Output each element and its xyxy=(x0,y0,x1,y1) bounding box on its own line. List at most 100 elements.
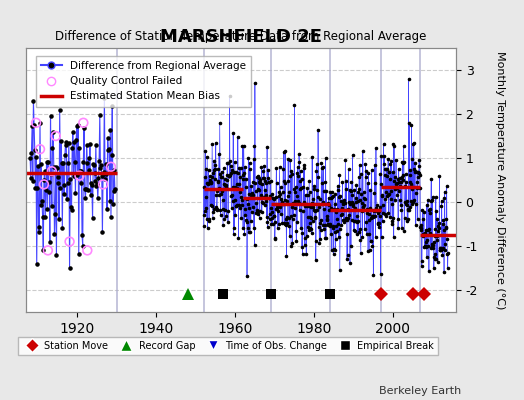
Point xyxy=(326,230,335,237)
Point xyxy=(210,166,218,173)
Point xyxy=(74,122,82,128)
Point xyxy=(397,179,405,185)
Point xyxy=(208,174,216,180)
Point xyxy=(402,201,410,207)
Point xyxy=(410,140,418,146)
Point xyxy=(374,208,383,214)
Point xyxy=(281,220,290,227)
Point xyxy=(260,163,268,169)
Point xyxy=(239,172,247,178)
Point xyxy=(222,177,231,183)
Point xyxy=(250,242,259,248)
Point xyxy=(381,196,389,202)
Point xyxy=(335,234,343,240)
Point xyxy=(383,192,391,199)
Point xyxy=(396,183,404,189)
Point xyxy=(43,159,52,165)
Point xyxy=(378,192,386,199)
Point xyxy=(379,210,387,217)
Point xyxy=(276,164,284,170)
Point xyxy=(348,152,357,158)
Point xyxy=(290,212,298,218)
Point xyxy=(290,102,299,108)
Point xyxy=(273,205,281,211)
Point xyxy=(103,206,111,212)
Point xyxy=(240,231,248,238)
Point xyxy=(438,198,446,204)
Point xyxy=(315,240,324,246)
Point xyxy=(382,166,390,172)
Point xyxy=(367,166,376,173)
Point xyxy=(220,216,228,222)
Point xyxy=(363,210,372,216)
Point xyxy=(276,191,285,198)
Point xyxy=(420,244,429,251)
Point xyxy=(38,214,47,220)
Point xyxy=(246,229,254,236)
Point xyxy=(285,215,293,221)
Point xyxy=(290,204,299,211)
Point xyxy=(95,112,104,118)
Point xyxy=(250,80,259,86)
Point xyxy=(268,215,277,221)
Point xyxy=(342,215,350,221)
Point xyxy=(66,265,74,271)
Point xyxy=(306,214,314,220)
Point xyxy=(111,186,119,192)
Point xyxy=(216,206,225,213)
Point xyxy=(69,128,77,135)
Point xyxy=(54,180,62,186)
Point xyxy=(37,201,45,208)
Point xyxy=(364,170,373,176)
Point xyxy=(212,204,221,210)
Point xyxy=(218,187,226,194)
Point xyxy=(326,194,335,201)
Point xyxy=(425,230,434,236)
Point xyxy=(320,188,328,194)
Point xyxy=(386,214,394,220)
Point xyxy=(61,138,70,145)
Point xyxy=(271,218,279,225)
Point xyxy=(291,184,300,190)
Point xyxy=(336,193,345,199)
Point xyxy=(63,196,71,202)
Point xyxy=(294,199,303,206)
Point xyxy=(341,200,349,206)
Point xyxy=(363,205,372,212)
Point xyxy=(337,198,345,204)
Point xyxy=(286,172,294,179)
Point xyxy=(392,181,400,187)
Point xyxy=(220,165,228,171)
Point xyxy=(33,184,41,191)
Point xyxy=(263,144,271,150)
Point xyxy=(359,204,367,210)
Point xyxy=(442,183,451,190)
Point xyxy=(326,188,334,195)
Point xyxy=(328,194,336,200)
Point xyxy=(436,247,445,253)
Point xyxy=(330,246,338,252)
Point xyxy=(369,213,377,220)
Point xyxy=(78,232,86,238)
Point xyxy=(37,160,46,167)
Point xyxy=(378,218,387,224)
Point xyxy=(56,106,64,113)
Point xyxy=(224,208,233,215)
Point xyxy=(303,192,312,198)
Point xyxy=(245,160,254,166)
Point xyxy=(441,241,450,248)
Point xyxy=(259,200,267,206)
Point xyxy=(68,207,76,214)
Point xyxy=(358,200,366,206)
Point xyxy=(253,186,261,192)
Point xyxy=(355,174,363,180)
Point xyxy=(431,250,439,257)
Point xyxy=(214,166,223,172)
Point xyxy=(439,220,447,227)
Point xyxy=(352,219,361,226)
Point xyxy=(372,205,380,212)
Point xyxy=(363,231,371,237)
Point xyxy=(428,194,436,200)
Point xyxy=(420,231,428,238)
Point xyxy=(370,162,379,168)
